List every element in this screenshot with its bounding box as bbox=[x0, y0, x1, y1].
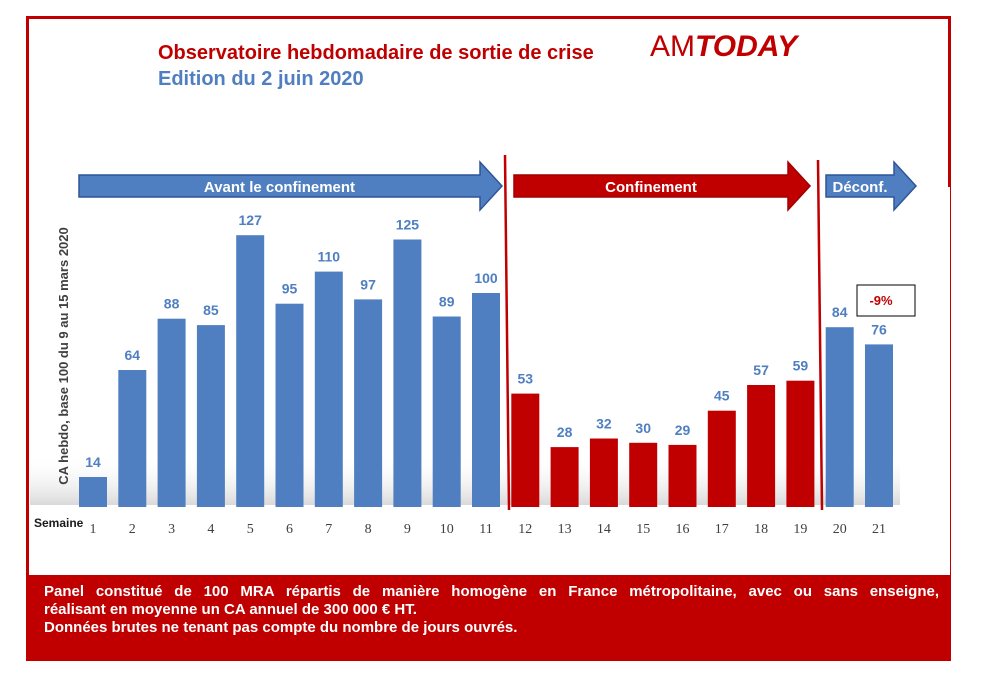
phase-label: Avant le confinement bbox=[204, 179, 355, 196]
bar-value-label: 125 bbox=[396, 217, 420, 233]
bar bbox=[668, 444, 697, 507]
x-axis-ticks: 1 2 3 4 5 6 7 8 9 10 11 12 13 14 15 16 17 18 19 20 21 bbox=[90, 522, 887, 537]
phase-label: Confinement bbox=[605, 179, 697, 196]
bar-value-label: 53 bbox=[518, 371, 534, 387]
annotation-frame bbox=[856, 284, 916, 317]
bar bbox=[236, 235, 265, 507]
bars-group: 14 64 88 85 127 95 110 97 125 89 100 53 28 32 30 29 45 57… bbox=[79, 212, 893, 507]
bar bbox=[432, 316, 461, 507]
bar bbox=[786, 380, 815, 507]
bar bbox=[825, 327, 854, 507]
annotation-text: -9% bbox=[869, 293, 893, 308]
bar-value-label: 100 bbox=[474, 270, 498, 286]
footer-line-3: Données brutes ne tenant pas compte du n… bbox=[44, 619, 518, 636]
x-tick-label: 15 bbox=[636, 522, 650, 537]
bar-value-label: 30 bbox=[635, 420, 651, 436]
bar-value-label: 59 bbox=[793, 358, 809, 374]
bar-value-label: 57 bbox=[753, 362, 769, 378]
x-tick-label: 17 bbox=[715, 522, 729, 537]
chart-subtitle: Edition du 2 juin 2020 bbox=[158, 68, 364, 90]
x-tick-label: 21 bbox=[872, 522, 886, 537]
phase-divider bbox=[503, 154, 511, 511]
x-tick-label: 18 bbox=[754, 522, 768, 537]
x-tick-label: 12 bbox=[518, 522, 532, 537]
x-tick-label: 4 bbox=[207, 522, 214, 537]
x-axis-label: Semaine bbox=[34, 516, 84, 530]
bar-value-label: 76 bbox=[871, 321, 887, 337]
bar-value-label: 84 bbox=[832, 304, 848, 320]
x-tick-label: 2 bbox=[129, 522, 136, 537]
bar bbox=[589, 438, 618, 507]
bar bbox=[865, 344, 893, 507]
logo-today: TODAY bbox=[695, 30, 798, 63]
bar bbox=[747, 385, 776, 507]
x-tick-label: 14 bbox=[597, 522, 611, 537]
x-tick-label: 7 bbox=[325, 522, 332, 537]
x-tick-label: 19 bbox=[793, 522, 807, 537]
bar-value-label: 88 bbox=[164, 296, 180, 312]
phase-dividers bbox=[503, 154, 824, 511]
x-tick-label: 9 bbox=[404, 522, 411, 537]
bar bbox=[79, 477, 107, 507]
bar-value-label: 127 bbox=[239, 212, 263, 228]
bar bbox=[118, 370, 147, 507]
annotation-box: -9% bbox=[856, 284, 916, 317]
x-tick-label: 11 bbox=[479, 522, 492, 537]
x-tick-label: 13 bbox=[558, 522, 572, 537]
phase-arrow bbox=[78, 160, 504, 212]
bar-value-label: 45 bbox=[714, 388, 730, 404]
x-tick-label: 8 bbox=[365, 522, 372, 537]
bar bbox=[393, 239, 422, 507]
phase-arrow bbox=[825, 160, 918, 212]
bar-value-label: 97 bbox=[360, 276, 376, 292]
amtoday-logo: AMTODAY bbox=[650, 30, 797, 64]
x-tick-label: 20 bbox=[833, 522, 847, 537]
x-tick-label: 3 bbox=[168, 522, 175, 537]
footer-line-2: réalisant en moyenne un CA annuel de 300… bbox=[44, 601, 417, 618]
chart-title: Observatoire hebdomadaire de sortie de c… bbox=[158, 42, 594, 64]
phase-label: Déconf. bbox=[832, 179, 887, 196]
bar-value-label: 29 bbox=[675, 422, 691, 438]
bar-value-label: 32 bbox=[596, 416, 612, 432]
bar-value-label: 28 bbox=[557, 424, 573, 440]
y-axis-label: CA hebdo, base 100 du 9 au 15 mars 2020 bbox=[56, 227, 71, 484]
bar bbox=[196, 325, 225, 507]
bar-value-label: 64 bbox=[125, 347, 141, 363]
bar-value-label: 89 bbox=[439, 294, 455, 310]
bar bbox=[275, 303, 304, 507]
bar-value-label: 14 bbox=[85, 454, 101, 470]
bar bbox=[157, 318, 186, 507]
bar-value-label: 110 bbox=[318, 249, 341, 265]
phase-divider bbox=[816, 159, 824, 511]
x-tick-label: 1 bbox=[90, 522, 97, 537]
bar bbox=[314, 271, 343, 507]
phase-arrow bbox=[513, 160, 812, 212]
x-tick-label: 10 bbox=[440, 522, 454, 537]
bar bbox=[629, 442, 658, 507]
bar bbox=[550, 447, 579, 507]
footer-line-1: Panel constitué de 100 MRA répartis de m… bbox=[44, 583, 939, 600]
bar bbox=[354, 299, 383, 507]
bar bbox=[511, 393, 540, 507]
x-tick-label: 16 bbox=[676, 522, 690, 537]
bar bbox=[707, 410, 736, 507]
x-tick-label: 6 bbox=[286, 522, 293, 537]
x-tick-label: 5 bbox=[247, 522, 254, 537]
bar-value-label: 95 bbox=[282, 281, 298, 297]
logo-am: AM bbox=[650, 30, 695, 63]
bar bbox=[472, 293, 500, 507]
bar-value-label: 85 bbox=[203, 302, 219, 318]
phase-arrows: Avant le confinement Confinement Déconf. bbox=[78, 160, 918, 212]
footer-note: Panel constitué de 100 MRA répartis de m… bbox=[26, 575, 951, 661]
